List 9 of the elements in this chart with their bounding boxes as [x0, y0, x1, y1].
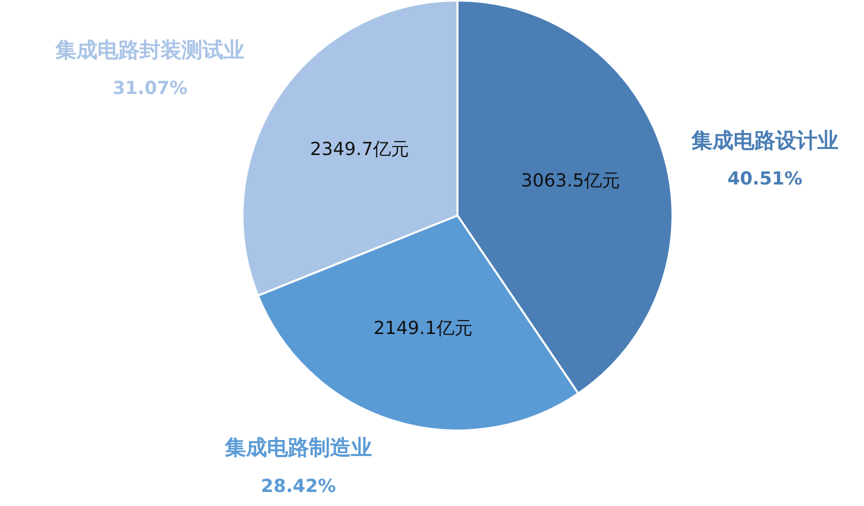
slice-label: 集成电路封装测试业 [54, 38, 245, 62]
text: 28.42% [260, 476, 336, 497]
slice-label: 集成电路制造业 [224, 436, 372, 460]
data-label: 2349.7亿元 [310, 138, 410, 160]
text: 31.07% [112, 78, 188, 100]
slice-label: 集成电路设计业 [690, 128, 838, 152]
data-label: 2149.1亿元 [373, 318, 472, 340]
data-label: 3063.5亿元 [521, 170, 620, 192]
text: 40.51% [727, 168, 802, 190]
